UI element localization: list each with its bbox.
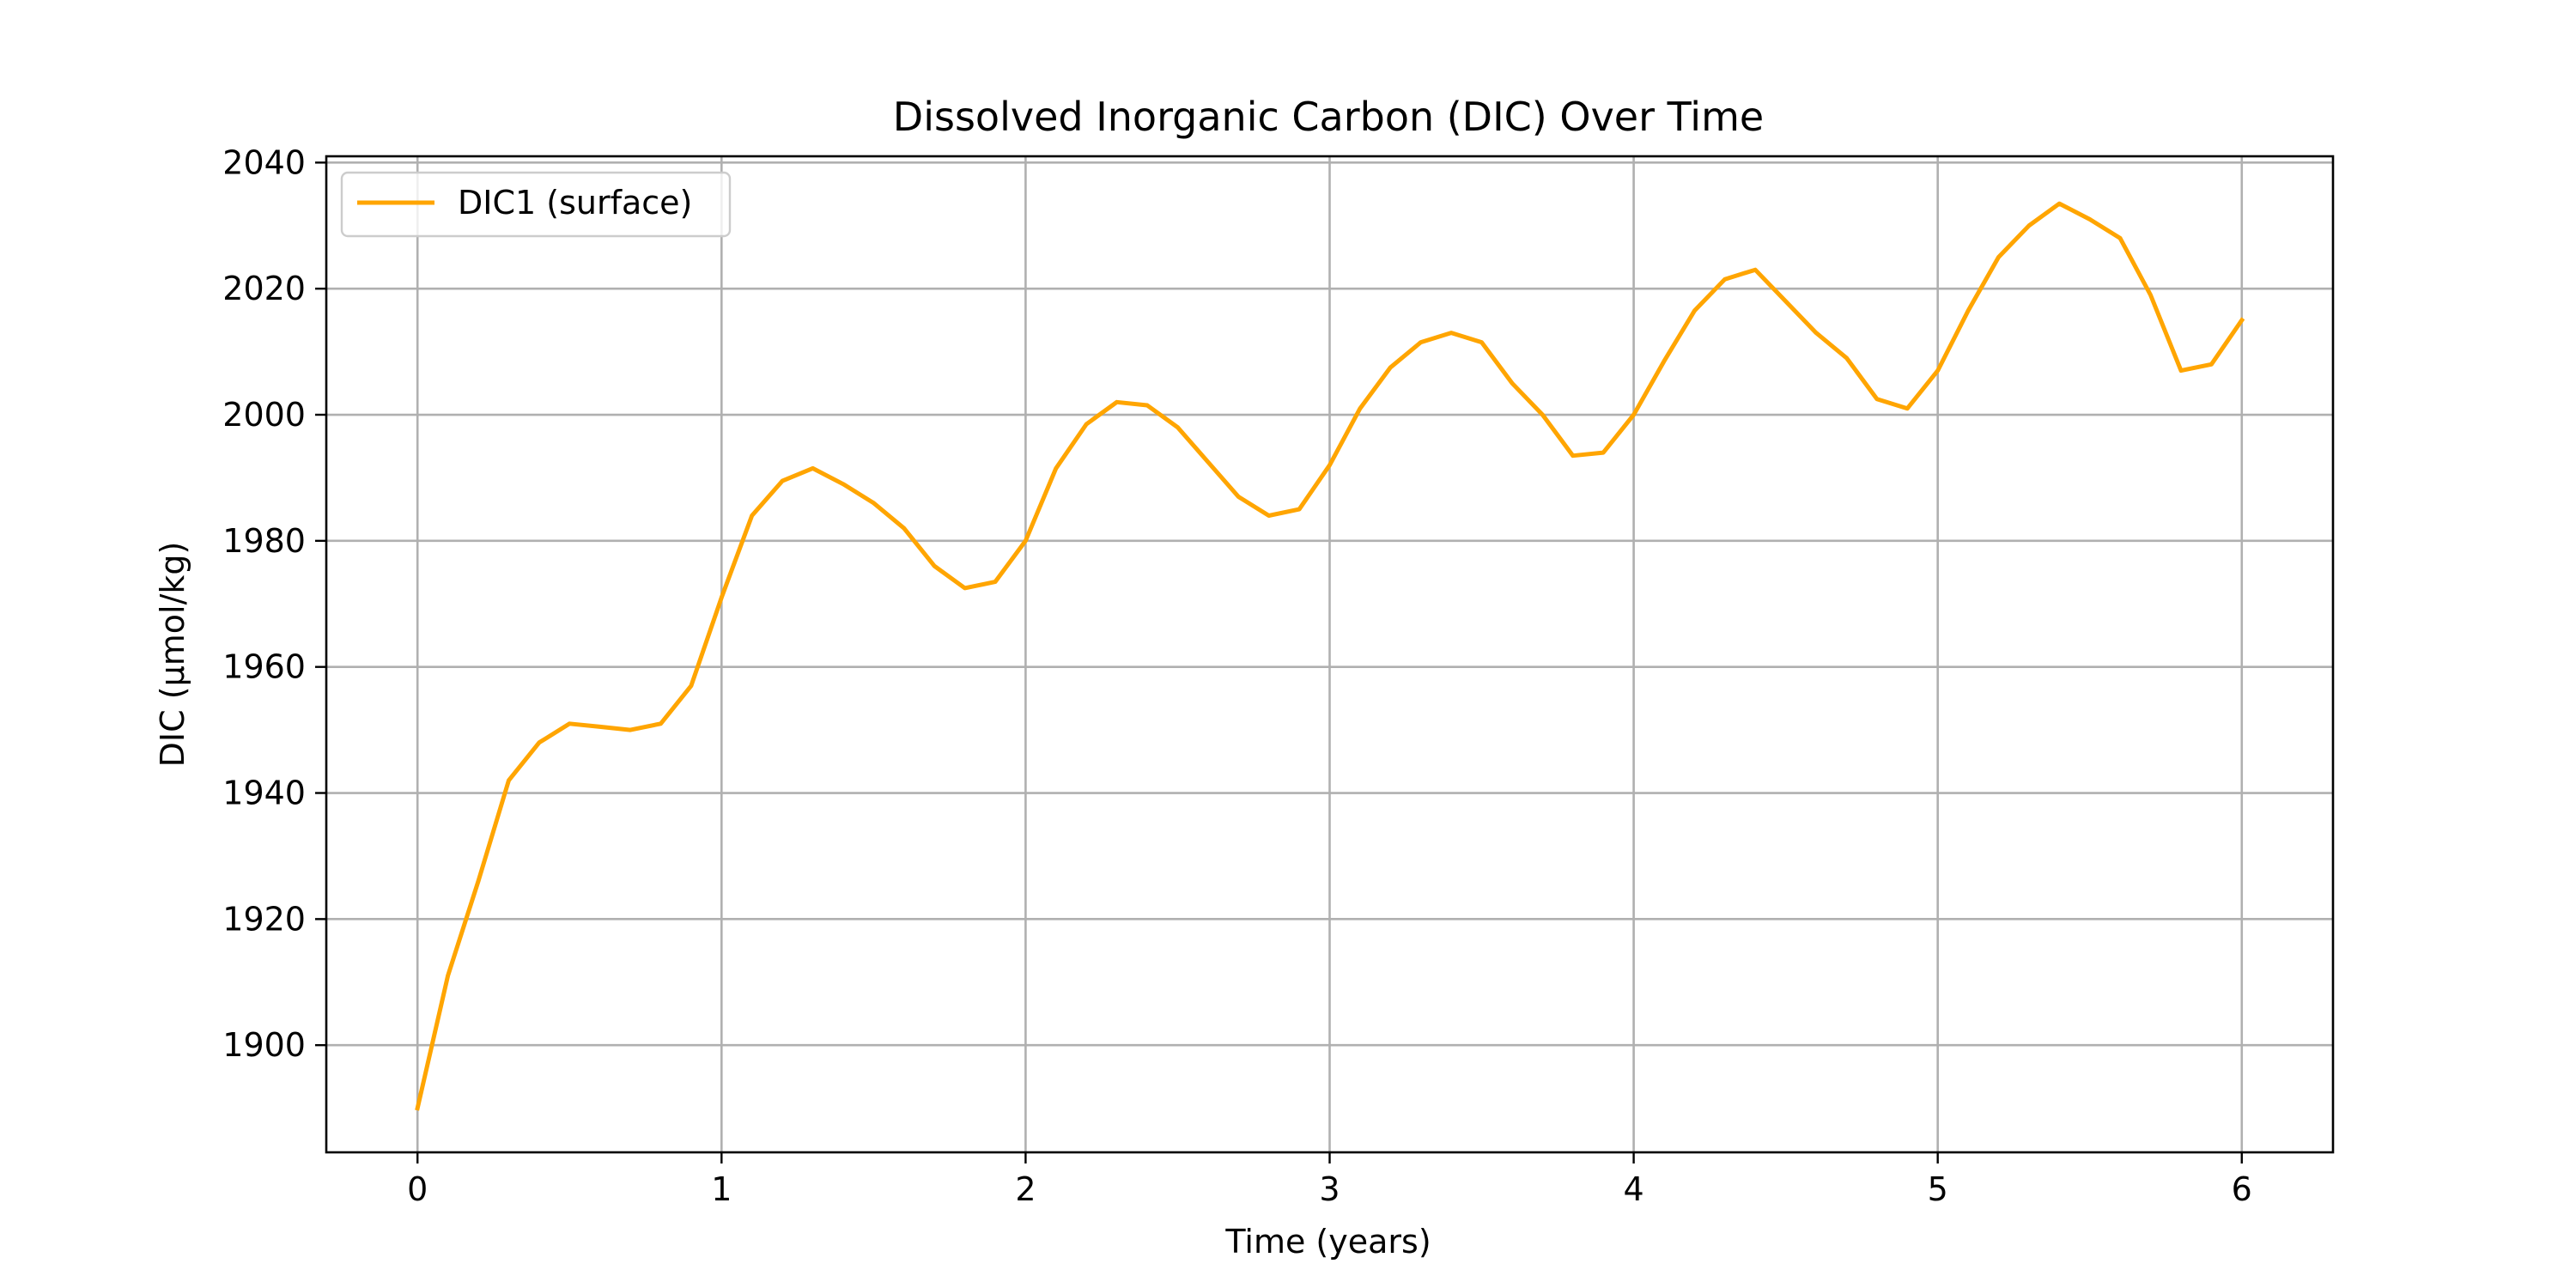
x-tick-label: 3 [1319, 1170, 1340, 1208]
series-layer [415, 201, 2245, 1111]
grid [326, 156, 2333, 1152]
y-tick-label: 1980 [222, 522, 306, 560]
chart-title: Dissolved Inorganic Carbon (DIC) Over Ti… [893, 94, 1764, 140]
x-tick-label: 1 [711, 1170, 732, 1208]
x-tick-label: 4 [1623, 1170, 1643, 1208]
ticks: 0 1 2 3 4 5 6 1900 1920 1940 1960 1980 2000 2020 2040 [222, 143, 2252, 1208]
y-tick-label: 1940 [222, 775, 306, 812]
x-axis-title: Time (years) [1224, 1223, 1431, 1261]
x-tick-label: 2 [1015, 1170, 1036, 1208]
y-tick-label: 1900 [222, 1026, 306, 1064]
y-axis-title: DIC (µmol/kg) [154, 542, 191, 768]
y-tick-label: 2020 [222, 270, 306, 307]
x-tick-label: 5 [1928, 1170, 1948, 1208]
legend-box [340, 171, 732, 238]
series-line-1 [415, 201, 2245, 1111]
y-tick-label: 2000 [222, 396, 306, 434]
y-tick-label: 1920 [222, 900, 306, 938]
y-tick-label: 2040 [222, 143, 306, 181]
legend: DIC1 (surface) [340, 171, 732, 238]
x-tick-label: 0 [407, 1170, 428, 1208]
y-tick-label: 1960 [222, 648, 306, 686]
x-tick-label: 6 [2232, 1170, 2252, 1208]
legend-label: DIC1 (surface) [458, 184, 692, 222]
